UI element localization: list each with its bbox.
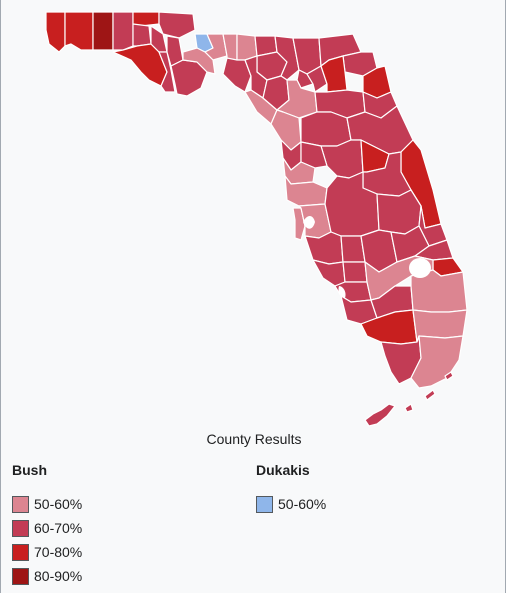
county-osceola (376, 189, 422, 235)
county-holmes (132, 11, 160, 27)
tampa-bay (303, 216, 315, 229)
county-bradford (306, 65, 328, 93)
legend-title-dukakis: Dukakis (256, 462, 310, 478)
legend-label: 50-60% (278, 496, 327, 512)
county-lake (320, 139, 364, 179)
legend-item: 60-70% (12, 516, 82, 540)
legend-bush: Bush 50-60% 60-70% 70-80% 80-90% (12, 462, 82, 588)
legend-item: 80-90% (12, 564, 82, 588)
county-madison (236, 33, 258, 61)
legend-swatch (256, 495, 273, 513)
legend-item: 70-80% (12, 540, 82, 564)
legend-dukakis: Dukakis 50-60% (256, 462, 326, 516)
county-keys-islet-1 (404, 403, 414, 413)
county-jefferson (222, 33, 238, 63)
florida-county-map (1, 0, 506, 428)
county-walton (112, 11, 134, 51)
legend-label: 70-80% (34, 544, 83, 560)
legend-item: 50-60% (12, 492, 82, 516)
legend-label: 50-60% (34, 496, 83, 512)
legend-label: 60-70% (34, 520, 83, 536)
charlotte-harbor (338, 286, 346, 298)
legend-label: 80-90% (34, 568, 83, 584)
county-sarasota (312, 259, 346, 287)
county-marion (300, 111, 352, 147)
county-sumter (300, 141, 328, 169)
legend-title-bush: Bush (12, 462, 47, 478)
county-monroe-keys (364, 403, 396, 427)
county-taylor (222, 57, 252, 93)
county-washington (132, 23, 152, 47)
county-santa-rosa (64, 11, 94, 51)
county-manatee (304, 231, 344, 265)
county-clay (320, 55, 348, 93)
county-jackson (158, 11, 196, 39)
legend-item: 50-60% (256, 492, 326, 516)
county-miami-dade (410, 335, 464, 389)
county-okaloosa (92, 11, 114, 51)
lake-okeechobee (409, 258, 431, 278)
county-union (296, 69, 314, 89)
county-desoto (342, 261, 368, 283)
legend-swatch (12, 495, 29, 513)
county-keys-islet-2 (424, 389, 436, 401)
map-caption: County Results (206, 431, 302, 447)
legend-swatch (12, 543, 29, 561)
county-keys-islet-3 (444, 371, 454, 381)
county-escambia (45, 11, 66, 53)
legend-swatch (12, 567, 29, 585)
legend-swatch (12, 519, 29, 537)
county-wakulla (182, 47, 216, 75)
